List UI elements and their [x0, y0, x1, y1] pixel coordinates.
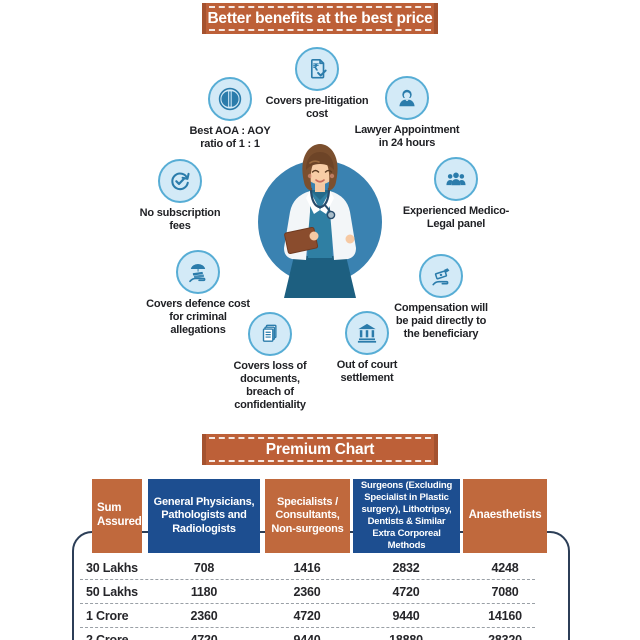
benefit-best-aoa-aoy-ratio: Best AOA : AOY ratio of 1 : 1 [150, 77, 310, 151]
benefit-experienced-medico-legal-panel: Experienced Medico- Legal panel [376, 157, 536, 231]
premium-value: 9440 [293, 632, 321, 640]
benefit-label: Covers pre-litigation cost [265, 95, 369, 120]
premium-value: 7080 [491, 584, 519, 599]
people-group-icon [434, 157, 478, 201]
premium-value: 9440 [392, 608, 420, 623]
sum-assured-value: 1 Crore [86, 608, 129, 623]
premium-value: 28320 [488, 632, 522, 640]
svg-text:₹: ₹ [313, 63, 320, 74]
benefit-covers-defence-cost: Covers defence cost for criminal allegat… [118, 250, 278, 337]
table-row: 1 Crore 2360 4720 9440 14160 [80, 604, 535, 628]
column-header-sum-assured: Sum Assured [92, 479, 142, 553]
benefit-covers-pre-litigation-cost: ₹ Covers pre-litigation cost [237, 47, 397, 121]
premium-chart-banner: Premium Chart [202, 434, 438, 465]
column-header-surgeons: Surgeons (Excluding Specialist in Plasti… [353, 479, 460, 553]
hand-money-icon [419, 254, 463, 298]
column-header-anaesthetists: Anaesthetists [463, 479, 547, 553]
bank-icon [345, 311, 389, 355]
column-header-general-physicians: General Physicians, Pathologists and Rad… [148, 479, 260, 553]
premium-value: 1416 [293, 560, 321, 575]
premium-value: 2832 [392, 560, 420, 575]
premium-chart-title: Premium Chart [265, 440, 375, 458]
top-banner-title: Better benefits at the best price [207, 9, 433, 27]
refresh-check-icon [158, 159, 202, 203]
documents-icon [248, 312, 292, 356]
premium-value: 2360 [190, 608, 218, 623]
sum-assured-value: 50 Lakhs [86, 584, 138, 599]
table-row: 2 Crore 4720 9440 18880 28320 [80, 628, 535, 640]
premium-value: 4720 [190, 632, 218, 640]
benefit-no-subscription-fees: No subscription fees [100, 159, 260, 233]
sum-assured-value: 2 Crore [86, 632, 129, 640]
premium-value: 4248 [491, 560, 519, 575]
premium-value: 4720 [392, 584, 420, 599]
benefit-label: Lawyer Appointment in 24 hours [354, 124, 460, 149]
premium-value: 4720 [293, 608, 321, 623]
banner-dashed-border [209, 6, 431, 31]
benefit-label: Best AOA : AOY ratio of 1 : 1 [189, 125, 271, 150]
banner-dashed-border [209, 437, 431, 462]
premium-value: 18880 [389, 632, 423, 640]
premium-value: 708 [193, 560, 215, 575]
umbrella-money-icon [176, 250, 220, 294]
lawyer-icon [385, 76, 429, 120]
benefit-label: Out of court settlement [336, 359, 398, 384]
rupee-document-icon: ₹ [295, 47, 339, 91]
benefit-label: Covers defence cost for criminal allegat… [146, 298, 250, 336]
benefit-label: Experienced Medico- Legal panel [402, 205, 510, 230]
benefit-compensation-paid-to-beneficiary: Compensation will be paid directly to th… [361, 254, 521, 341]
benefit-out-of-court-settlement: Out of court settlement [287, 311, 447, 385]
benefit-lawyer-appointment: Lawyer Appointment in 24 hours [327, 76, 487, 150]
benefit-covers-loss-of-documents: Covers loss of documents, breach of conf… [190, 312, 350, 412]
premium-value: 2360 [293, 584, 321, 599]
aoa-aoy-ratio-icon [208, 77, 252, 121]
doctor-illustration [258, 144, 382, 298]
top-banner: Better benefits at the best price [202, 3, 438, 34]
benefit-label: Covers loss of documents, breach of conf… [233, 360, 307, 411]
premium-table-body: 30 Lakhs 708 1416 2832 4248 50 Lakhs 118… [80, 556, 535, 640]
table-row: 30 Lakhs 708 1416 2832 4248 [80, 556, 535, 580]
benefit-label: No subscription fees [139, 207, 221, 232]
table-row: 50 Lakhs 1180 2360 4720 7080 [80, 580, 535, 604]
benefit-label: Compensation will be paid directly to th… [394, 302, 488, 340]
column-header-specialists: Specialists / Consultants, Non-surgeons [265, 479, 350, 553]
sum-assured-value: 30 Lakhs [86, 560, 138, 575]
premium-value: 14160 [488, 608, 522, 623]
premium-value: 1180 [190, 584, 218, 599]
